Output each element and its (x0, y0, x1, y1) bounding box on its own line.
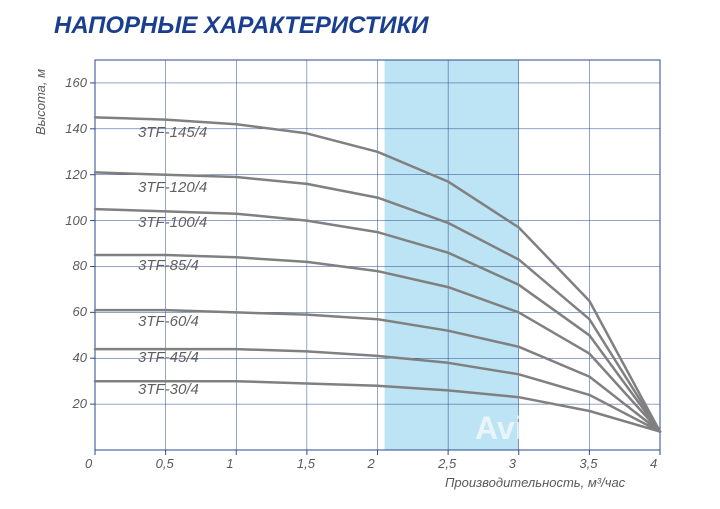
ytick-label: 60 (73, 304, 87, 319)
chart-svg (0, 0, 720, 509)
chart-container: { "title": { "text": "НАПОРНЫЕ ХАРАКТЕРИ… (0, 0, 720, 509)
series-label: 3TF-100/4 (138, 214, 207, 231)
xtick-label: 0,5 (156, 456, 174, 471)
xtick-label: 1 (226, 456, 233, 471)
ytick-label: 140 (65, 121, 87, 136)
ytick-label: 40 (73, 350, 87, 365)
xtick-label: 3 (509, 456, 516, 471)
xtick-label: 0 (85, 456, 92, 471)
series-label: 3TF-30/4 (138, 381, 199, 398)
series-label: 3TF-45/4 (138, 349, 199, 366)
ytick-label: 100 (65, 213, 87, 228)
xtick-label: 1,5 (297, 456, 315, 471)
xtick-label: 4 (650, 456, 657, 471)
series-label: 3TF-85/4 (138, 257, 199, 274)
series-label: 3TF-60/4 (138, 313, 199, 330)
series-label: 3TF-145/4 (138, 124, 207, 141)
xtick-label: 3,5 (579, 456, 597, 471)
xtick-label: 2,5 (438, 456, 456, 471)
series-label: 3TF-120/4 (138, 179, 207, 196)
ytick-label: 80 (73, 258, 87, 273)
ytick-label: 160 (65, 75, 87, 90)
xtick-label: 2 (368, 456, 375, 471)
ytick-label: 120 (65, 167, 87, 182)
ytick-label: 20 (73, 396, 87, 411)
